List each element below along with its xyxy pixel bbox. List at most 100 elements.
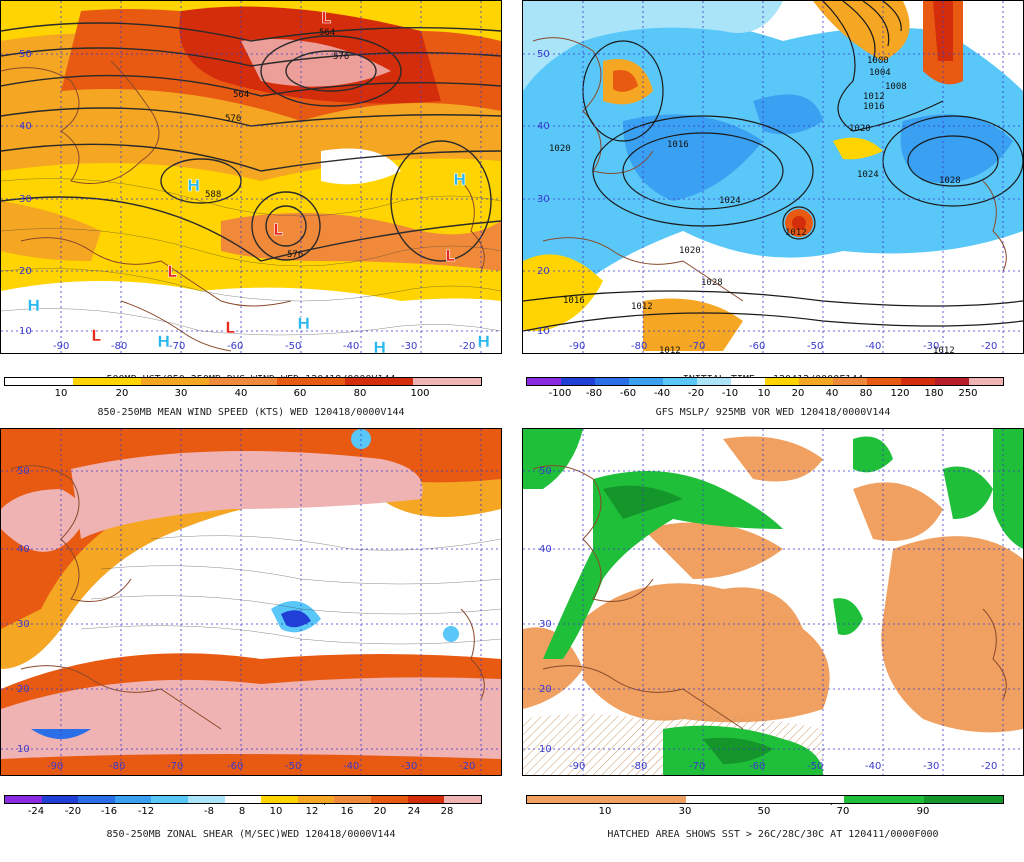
colorbar-tick: 30: [678, 806, 692, 817]
lat-label: 50: [19, 49, 32, 60]
lon-label: -80: [631, 761, 647, 772]
colorbar-swatch: [345, 378, 413, 385]
caption-line: HATCHED AREA SHOWS SST > 26C/28C/30C AT …: [607, 829, 939, 840]
colorbar-tick: 20: [791, 388, 805, 399]
lon-label: -40: [865, 341, 881, 352]
colorbar-tick: -60: [619, 388, 637, 399]
colorbar-tick: -10: [721, 388, 739, 399]
map-shear: 50 40 30 20 10 -90 -80 -70 -60 -50 -40 -…: [0, 428, 502, 776]
lon-label: -20: [459, 341, 475, 352]
colorbar-tick: 70: [836, 806, 850, 817]
lat-label: 10: [17, 744, 30, 755]
lon-label: -30: [401, 341, 417, 352]
colorbar-swatch: [765, 378, 799, 385]
colorbar-ticks: 10 30 50 70 90: [526, 806, 1002, 818]
colorbar-tick: 60: [293, 388, 307, 399]
colorbar-swatch: [731, 378, 765, 385]
colorbar-swatch: [867, 378, 901, 385]
isobar-label: 1016: [863, 102, 885, 112]
colorbar-swatch: [114, 796, 152, 803]
lat-label: 30: [17, 619, 30, 630]
lon-label: -20: [981, 341, 997, 352]
lon-label: -30: [923, 341, 939, 352]
colorbar-swatch: [764, 796, 845, 803]
colorbar-tick: 24: [407, 806, 421, 817]
caption-line: 850-250MB MEAN WIND SPEED (KTS) WED 1204…: [97, 407, 405, 418]
colorbar-swatch: [901, 378, 935, 385]
colorbar-tick: 16: [340, 806, 354, 817]
lat-label: 50: [17, 466, 30, 477]
colorbar-tick: 12: [305, 806, 319, 817]
contour-label: 576: [287, 250, 303, 260]
lon-label: -30: [401, 761, 417, 772]
lon-label: -50: [807, 341, 823, 352]
colorbar-tick: 180: [924, 388, 944, 399]
lat-label: 30: [19, 194, 32, 205]
lon-label: -20: [981, 761, 997, 772]
isobar-label: 1012: [785, 228, 807, 238]
lat-label: 50: [539, 466, 552, 477]
colorbar-swatch: [663, 378, 697, 385]
colorbar-tick: -20: [687, 388, 705, 399]
isobar-label: 1028: [701, 278, 723, 288]
colorbar-swatch: [209, 378, 277, 385]
colorbar-swatch: [799, 378, 833, 385]
pressure-center-marker: L: [167, 262, 177, 281]
colorbar-swatch: [41, 796, 79, 803]
pressure-center-marker: H: [27, 296, 40, 315]
pressure-center-marker: H: [373, 338, 386, 353]
colorbar-swatch: [629, 378, 663, 385]
isobar-label: 1000: [867, 56, 889, 66]
colorbar-swatch: [697, 378, 731, 385]
colorbar-tick: -24: [27, 806, 45, 817]
colorbar-swatch: [277, 378, 345, 385]
colorbar-ticks: -100 -80 -60 -40 -20 -10 10 20 40 80 120…: [526, 388, 1002, 400]
contour-label: 576: [225, 114, 241, 124]
colorbar-swatch: [371, 796, 408, 803]
isobar-label: 1020: [549, 144, 571, 154]
lon-label: -30: [923, 761, 939, 772]
mslp-map-svg: 50 40 30 20 10 -90 -80 -70 -60 -50 -40 -…: [523, 1, 1023, 353]
panel-caption: 700-500MB MEAN RH WED 120418/0000V144 HA…: [522, 774, 1024, 862]
colorbar-tick: -100: [548, 388, 572, 399]
panel-mslp-vorticity: 50 40 30 20 10 -90 -80 -70 -60 -50 -40 -…: [522, 0, 1024, 418]
colorbar-tick: 10: [598, 806, 612, 817]
colorbar-tick: 40: [825, 388, 839, 399]
colorbar-swatch: [5, 378, 73, 385]
isobar-label: 1020: [849, 124, 871, 134]
shear-map-svg: 50 40 30 20 10 -90 -80 -70 -60 -50 -40 -…: [1, 429, 501, 775]
colorbar-swatch: [923, 796, 1003, 803]
colorbar-tick: 10: [54, 388, 68, 399]
colorbar-swatch: [685, 796, 765, 803]
colorbar-tick: 80: [859, 388, 873, 399]
lon-label: -90: [569, 341, 585, 352]
lat-label: 40: [19, 121, 32, 132]
lon-label: -40: [865, 761, 881, 772]
colorbar-swatch: [141, 378, 209, 385]
lon-label: -80: [111, 341, 127, 352]
lat-label: 20: [537, 266, 550, 277]
lat-label: 10: [539, 744, 552, 755]
lon-label: -50: [285, 761, 301, 772]
lon-label: -70: [689, 341, 705, 352]
isobar-label: 1016: [667, 140, 689, 150]
lon-label: -60: [749, 761, 765, 772]
caption-line: GFS MSLP/ 925MB VOR WED 120418/0000V144: [655, 407, 891, 418]
colorbar-swatch: [78, 796, 115, 803]
isobar-label: 1024: [857, 170, 879, 180]
panel-rh: 50 40 30 20 10 -90 -80 -70 -60 -50 -40 -…: [522, 428, 1024, 840]
lon-label: -80: [109, 761, 125, 772]
colorbar-swatch: [606, 796, 686, 803]
pressure-center-marker: L: [91, 326, 101, 345]
colorbar-swatch: [561, 378, 595, 385]
colorbar-swatch: [224, 796, 262, 803]
colorbar-swatch: [969, 378, 1003, 385]
contour-label: 564: [233, 90, 249, 100]
lon-label: -50: [285, 341, 301, 352]
colorbar-swatch: [297, 796, 335, 803]
colorbar-tick: 28: [440, 806, 454, 817]
colorbar-tick: -40: [653, 388, 671, 399]
pressure-center-marker: H: [453, 170, 466, 189]
colorbar-swatch: [151, 796, 189, 803]
rh-map-svg: 50 40 30 20 10 -90 -80 -70 -60 -50 -40 -…: [523, 429, 1023, 775]
